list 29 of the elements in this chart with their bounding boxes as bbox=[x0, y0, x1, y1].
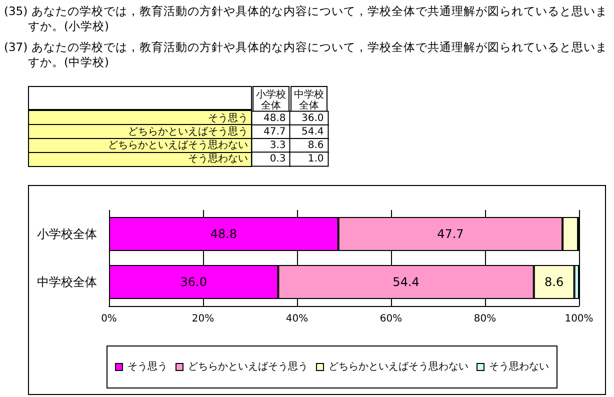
x-tick-label: 40% bbox=[286, 314, 308, 324]
data-label: 54.4 bbox=[392, 275, 420, 289]
data-label: 36.0 bbox=[180, 275, 207, 289]
x-tick-label: 80% bbox=[474, 314, 496, 324]
legend-label: どちらかといえばそう思う bbox=[188, 362, 308, 372]
x-tick-label: 60% bbox=[380, 314, 402, 324]
data-label: 48.8 bbox=[210, 227, 238, 241]
y-tick-label: どちらかといえばそう思う bbox=[128, 126, 248, 138]
x-tick-label: 0% bbox=[101, 314, 117, 324]
x-tick-label: 100% bbox=[564, 314, 594, 324]
y-tick-label: どちらかといえばそう思わない bbox=[108, 140, 248, 152]
data-label: 8.6 bbox=[544, 275, 564, 289]
data-label: 1.0 bbox=[308, 154, 324, 165]
legend-label: そう思わない bbox=[489, 362, 549, 372]
data-label: 8.6 bbox=[308, 140, 324, 152]
x-tick-label: 20% bbox=[192, 314, 214, 324]
y-tick-label: そう思う bbox=[208, 112, 248, 124]
y-tick-label: そう思わない bbox=[188, 154, 248, 165]
data-label: 47.7 bbox=[437, 227, 464, 241]
data-label: 47.7 bbox=[263, 126, 286, 138]
data-label: 48.8 bbox=[263, 112, 286, 124]
data-label: 3.3 bbox=[270, 140, 286, 152]
data-label: 54.4 bbox=[301, 126, 324, 138]
chart-subtitle: (37) あなたの学校では，教育活動の方針や具体的な内容について，学校全体で共通理解が図られていると思いますか。(中学校) bbox=[4, 40, 608, 70]
chart-title: (35) あなたの学校では，教育活動の方針や具体的な内容について，学校全体で共通理解が図られていると思いますか。(小学校) bbox=[4, 4, 608, 34]
data-label: 0.3 bbox=[270, 154, 286, 165]
legend-label: そう思う bbox=[128, 362, 168, 372]
legend-label: どちらかといえばそう思わない bbox=[328, 362, 468, 372]
data-label: 36.0 bbox=[301, 112, 324, 124]
